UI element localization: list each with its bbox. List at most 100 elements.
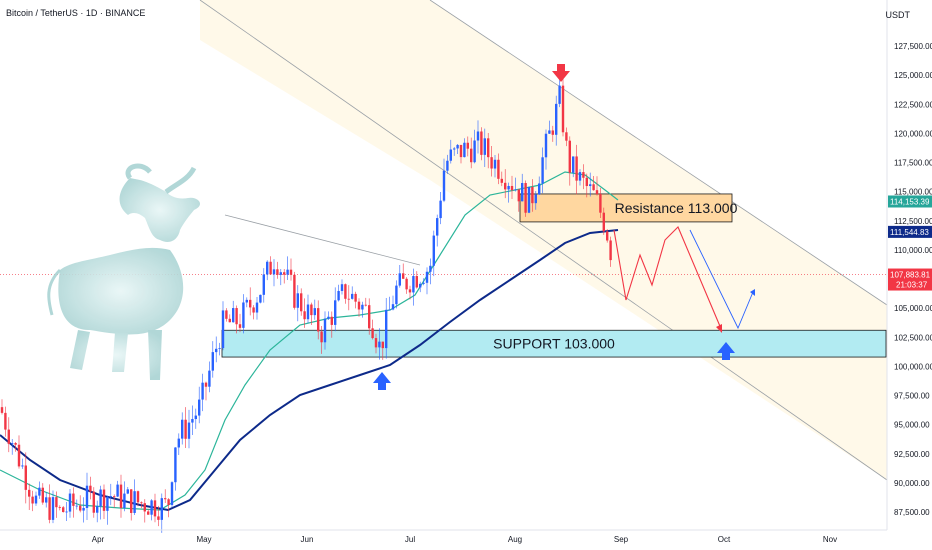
candle-body — [439, 200, 442, 219]
candle-body — [351, 293, 354, 299]
candle-body — [412, 276, 415, 293]
candle-body — [378, 341, 381, 348]
ema-fast-line — [0, 171, 619, 511]
candle-body — [470, 148, 473, 163]
candle-body — [55, 497, 58, 508]
candle-body — [548, 130, 551, 134]
candle-body — [429, 265, 432, 272]
resistance-zone[interactable] — [519, 193, 733, 223]
candle-body — [113, 496, 116, 497]
chart-title: Bitcoin / TetherUS · 1D · BINANCE — [6, 8, 146, 18]
candle-body — [595, 190, 599, 195]
candle-body — [578, 172, 582, 181]
candle-body — [381, 341, 384, 349]
down-arrow-marker — [552, 64, 570, 82]
candle-body — [21, 465, 24, 467]
candle-body — [585, 177, 588, 187]
support-zone[interactable] — [221, 329, 887, 358]
candle-body — [405, 278, 408, 290]
candle-body — [334, 300, 337, 325]
candle-body — [7, 429, 10, 444]
price-tick-label: 95,000.00 — [894, 421, 930, 430]
candle-body — [306, 304, 310, 320]
candle-body — [602, 212, 605, 232]
candle-body — [160, 498, 163, 520]
price-axis[interactable]: 87,500.00 90,000.00 92,500.00 95,000.00 97,5… — [894, 42, 932, 517]
time-tick-label: Sep — [614, 535, 629, 544]
candle-body — [181, 419, 184, 439]
candle-body — [453, 148, 456, 150]
candle-body — [572, 156, 575, 173]
candle-body — [184, 419, 187, 439]
resistance-label: Resistance 113.000 — [615, 200, 738, 216]
candle-body — [368, 305, 371, 329]
candle-body — [123, 493, 126, 508]
price-badge-label: 111,544.83 — [890, 228, 929, 237]
price-tick-label: 92,500.00 — [894, 450, 930, 459]
candle-body — [344, 284, 347, 299]
candle-body — [374, 338, 378, 348]
candle-body — [497, 159, 500, 179]
candle-body — [527, 187, 531, 213]
candlestick-series — [0, 73, 612, 533]
candle-body — [153, 500, 157, 517]
countdown-label: 21:03:37 — [896, 281, 928, 290]
candle-body — [51, 497, 55, 520]
candle-body — [514, 189, 517, 191]
candle-body — [191, 419, 194, 423]
channel-lower-line — [199, 0, 888, 481]
candle-body — [388, 309, 391, 311]
candle-body — [245, 299, 248, 303]
price-tick-label: 120,000.00 — [894, 129, 932, 138]
candle-body — [364, 304, 367, 306]
candle-body — [398, 273, 401, 286]
candle-body — [174, 447, 177, 483]
candle-body — [170, 482, 174, 505]
up-arrow-marker-support — [717, 342, 735, 360]
candle-body — [391, 304, 395, 310]
candle-body — [609, 240, 612, 261]
candle-body — [466, 142, 469, 149]
candle-body — [147, 511, 150, 515]
candle-body — [262, 274, 265, 295]
candle-body — [361, 304, 364, 310]
candle-body — [293, 274, 296, 308]
candle-body — [385, 309, 388, 349]
candle-body — [300, 293, 303, 312]
candle-body — [347, 298, 350, 300]
candle-body — [116, 484, 119, 497]
candle-body — [500, 178, 503, 183]
time-tick-label: Aug — [508, 535, 522, 544]
candle-body — [463, 142, 466, 158]
candle-body — [371, 328, 374, 339]
candle-body — [11, 443, 14, 444]
candle-body — [41, 487, 44, 503]
candle-body — [432, 235, 435, 266]
candle-body — [289, 269, 293, 275]
candle-body — [48, 497, 51, 520]
candle-body — [606, 231, 609, 241]
candle-body — [490, 157, 493, 169]
time-tick-label: May — [196, 535, 211, 544]
candle-body — [415, 276, 418, 288]
projection-blue-path — [689, 229, 754, 330]
candle-body — [221, 310, 225, 349]
candle-body — [242, 302, 245, 328]
candle-body — [320, 331, 323, 343]
candle-body — [504, 182, 507, 190]
candle-body — [531, 187, 534, 204]
candle-body — [446, 160, 449, 171]
candle-body — [476, 131, 480, 141]
candle-body — [286, 269, 289, 275]
candle-body — [449, 149, 452, 161]
candle-body — [582, 172, 585, 178]
candle-body — [34, 495, 38, 504]
candle-body — [187, 422, 191, 439]
time-axis[interactable]: Apr May Jun Jul Aug Sep Oct Nov — [92, 535, 837, 544]
candle-body — [65, 511, 68, 513]
candle-body — [99, 489, 102, 507]
price-badge-label: 107,883.81 — [890, 271, 931, 280]
channel-upper-line — [429, 0, 888, 306]
candle-body — [340, 284, 344, 291]
